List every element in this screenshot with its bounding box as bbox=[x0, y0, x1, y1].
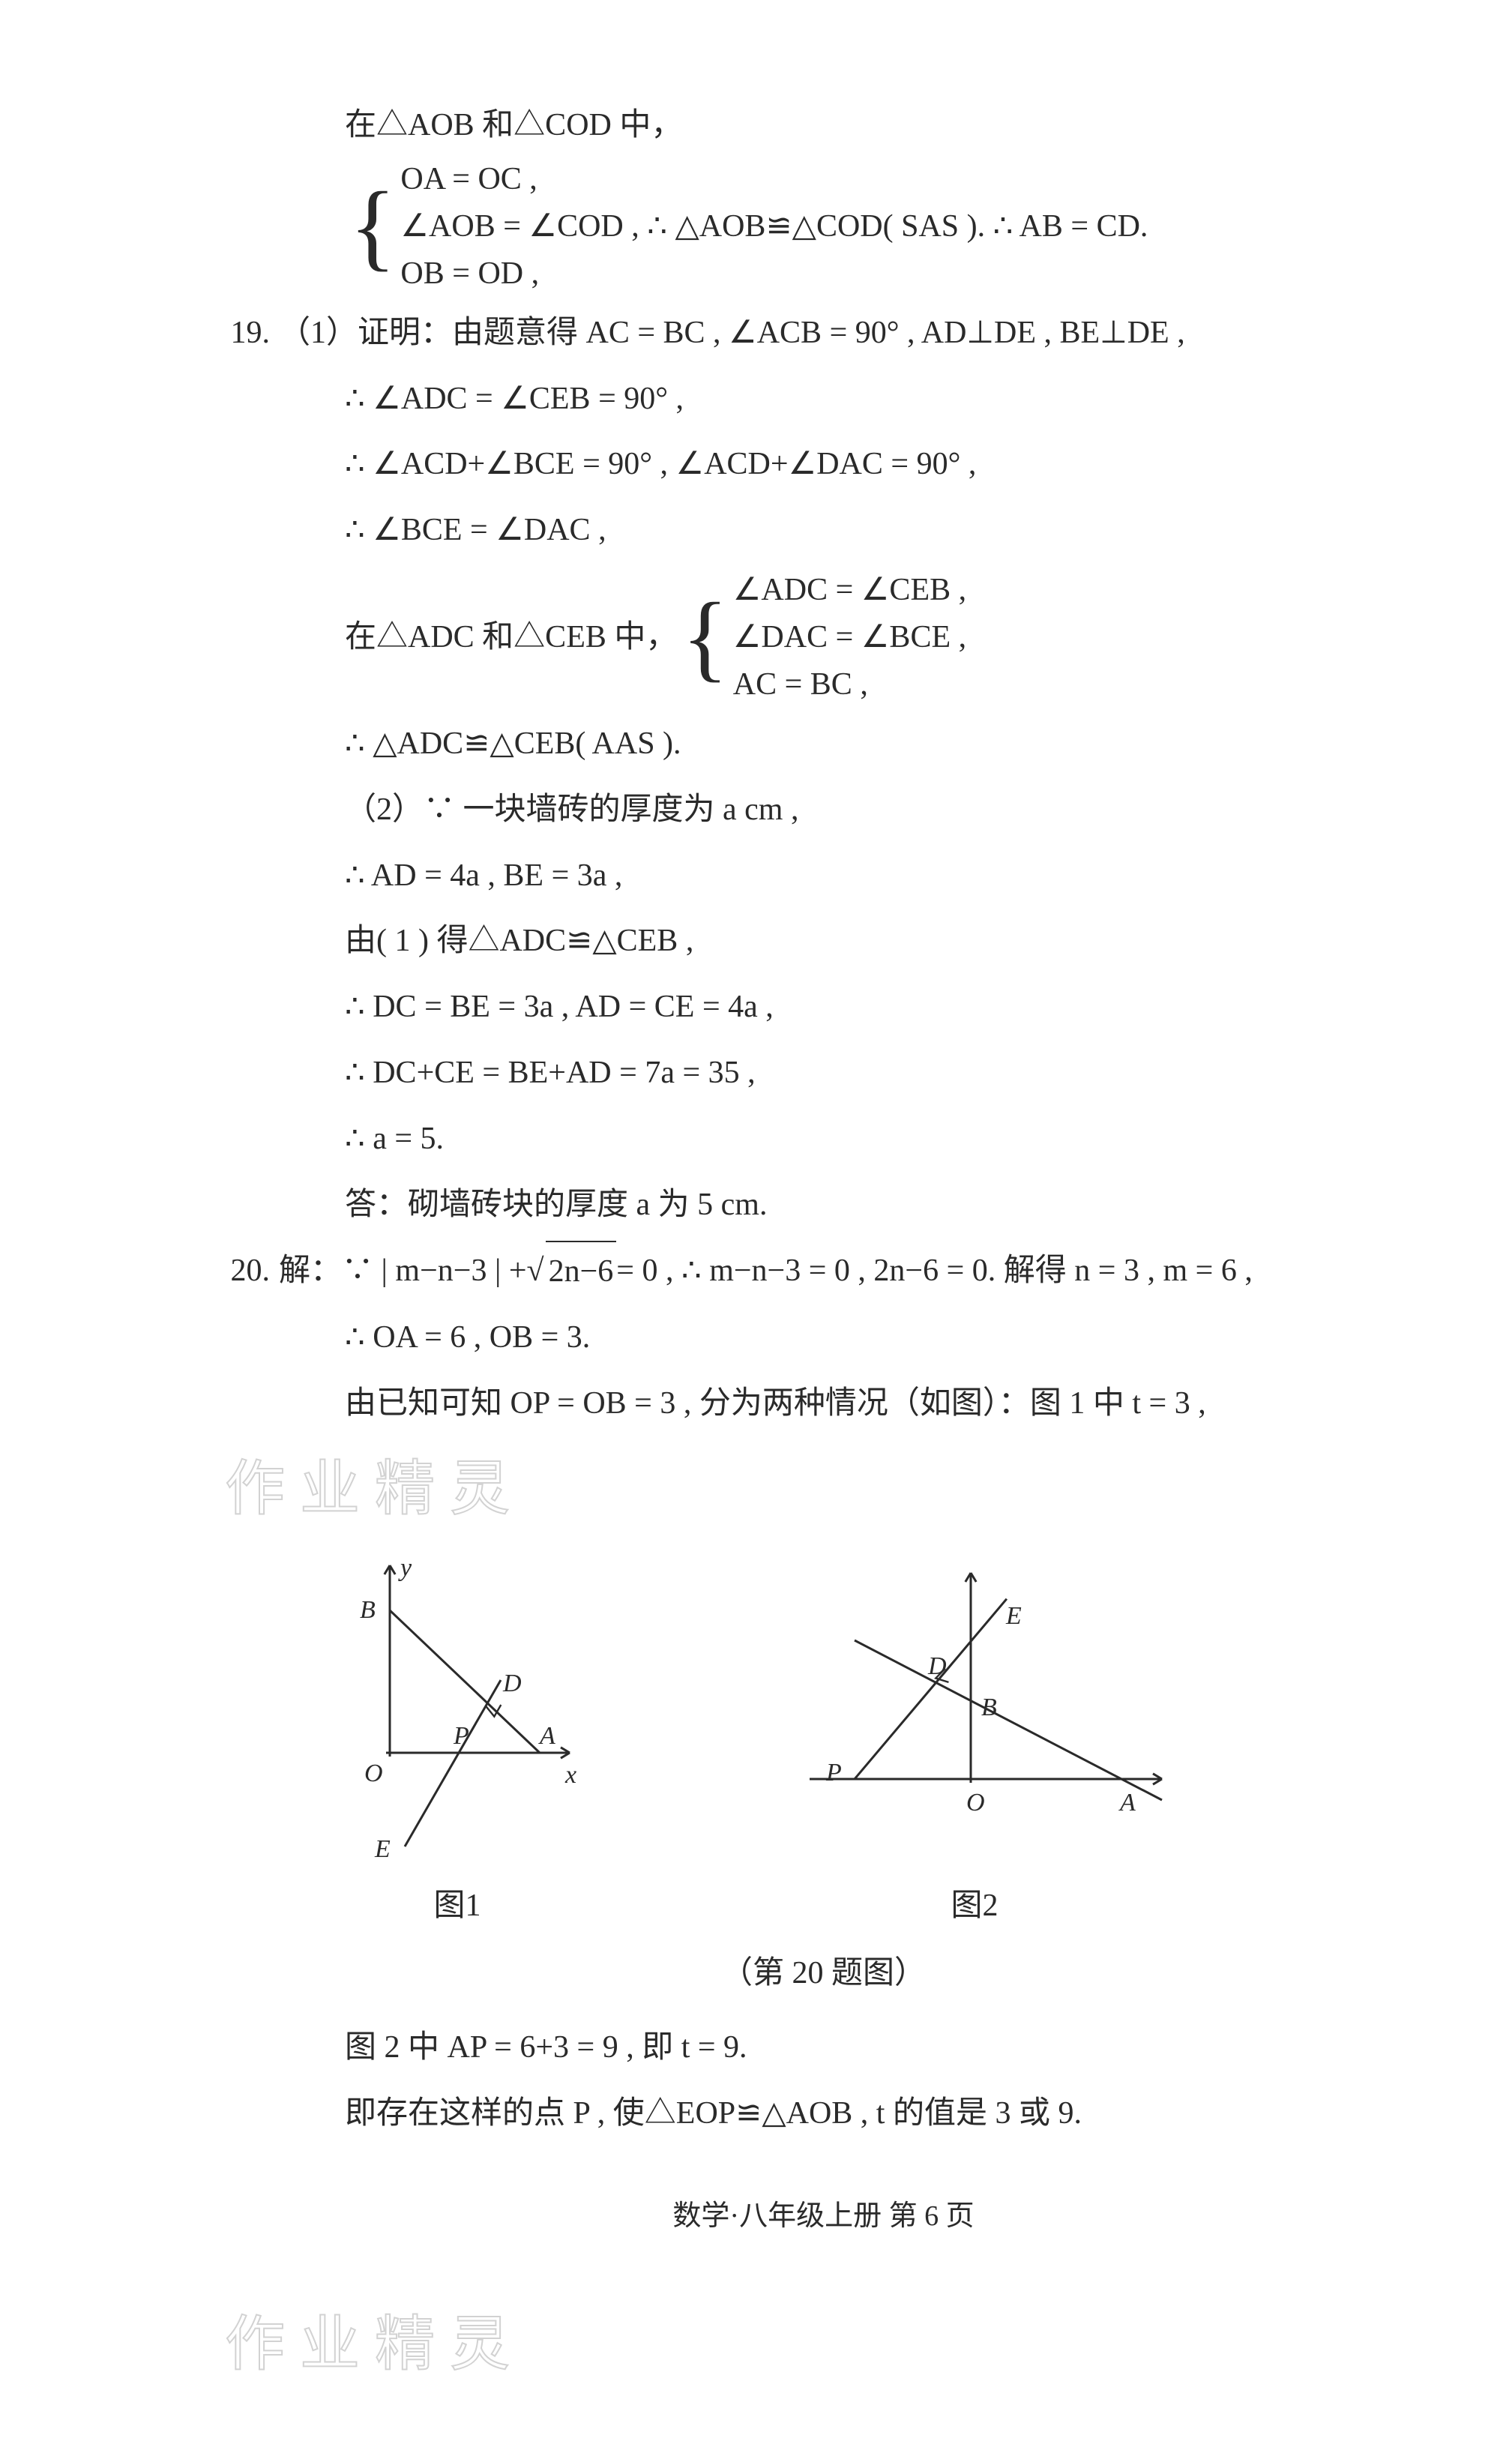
p20-number: 20. bbox=[217, 1241, 279, 1301]
p20-l5: 即存在这样的点 P , 使△EOP≌△AOB , t 的值是 3 或 9. bbox=[270, 2084, 1377, 2144]
p18-case-0: OA = OC , bbox=[400, 156, 1148, 203]
sqrt-icon: √ 2n−6 bbox=[527, 1241, 617, 1302]
svg-text:O: O bbox=[966, 1789, 985, 1817]
watermark-2: 作业精灵 bbox=[225, 2288, 1377, 2402]
figure-1-wrap: Ox yB A P D E 图1 bbox=[300, 1547, 615, 1936]
figure-2-wrap: O A B D E P 图2 bbox=[765, 1554, 1184, 1936]
p19-number: 19. bbox=[217, 304, 279, 364]
svg-text:x: x bbox=[564, 1761, 576, 1789]
svg-text:B: B bbox=[981, 1694, 997, 1721]
p18-prefix: 在△AOB 和△COD 中， bbox=[345, 96, 682, 156]
p19-case-2: AC = BC , bbox=[733, 661, 966, 708]
p19-l1: 19. （1）证明：由题意得 AC = BC , ∠ACB = 90° , AD… bbox=[270, 304, 1377, 364]
p19-case-1: ∠DAC = ∠BCE , bbox=[733, 614, 966, 661]
p18-cases: { OA = OC , ∠AOB = ∠COD , ∴ △AOB≌△COD( S… bbox=[349, 156, 1148, 298]
p20-l1b: = 0 , ∴ m−n−3 = 0 , 2n−6 = 0. 解得 n = 3 ,… bbox=[616, 1241, 1253, 1301]
p20-l4: 图 2 中 AP = 6+3 = 9 , 即 t = 9. bbox=[270, 2018, 1377, 2078]
radical-symbol: √ bbox=[527, 1241, 546, 1301]
left-brace-icon: { bbox=[349, 156, 400, 298]
page-root: 在△AOB 和△COD 中， { OA = OC , ∠AOB = ∠COD ,… bbox=[0, 0, 1512, 2462]
svg-text:E: E bbox=[374, 1835, 391, 1863]
p19-l12: ∴ a = 5. bbox=[270, 1110, 1377, 1170]
p20-l1a: 解：∵ | m−n−3 | + bbox=[279, 1241, 527, 1301]
p19-l13: 答：砌墙砖块的厚度 a 为 5 cm. bbox=[270, 1176, 1377, 1235]
svg-text:y: y bbox=[398, 1554, 412, 1582]
p19-l3: ∴ ∠ACD+∠BCE = 90° , ∠ACD+∠DAC = 90° , bbox=[270, 435, 1377, 495]
p19-l8: ∴ AD = 4a , BE = 3a , bbox=[270, 846, 1377, 906]
page-footer: 数学·八年级上册 第 6 页 bbox=[270, 2189, 1377, 2243]
fig1-caption: 图1 bbox=[433, 1876, 481, 1936]
left-brace-icon: { bbox=[681, 567, 732, 708]
p19-cases: { ∠ADC = ∠CEB , ∠DAC = ∠BCE , AC = BC , bbox=[681, 567, 966, 708]
svg-text:B: B bbox=[360, 1596, 376, 1624]
p19-l7: （2）∵ 一块墙砖的厚度为 a cm , bbox=[270, 780, 1377, 840]
p19-l9: 由( 1 ) 得△ADC≌△CEB , bbox=[270, 912, 1377, 972]
svg-text:E: E bbox=[1005, 1602, 1022, 1630]
p19-l2: ∴ ∠ADC = ∠CEB = 90° , bbox=[270, 370, 1377, 430]
p20-l1: 20. 解：∵ | m−n−3 | + √ 2n−6 = 0 , ∴ m−n−3… bbox=[270, 1241, 1377, 1302]
watermark-1: 作业精灵 bbox=[225, 1433, 1377, 1547]
svg-text:P: P bbox=[453, 1722, 469, 1750]
p19-l10: ∴ DC = BE = 3a , AD = CE = 4a , bbox=[270, 978, 1377, 1038]
p20-l2: ∴ OA = 6 , OB = 3. bbox=[270, 1308, 1377, 1368]
svg-text:D: D bbox=[927, 1652, 947, 1680]
p18-case-2: OB = OD , bbox=[400, 250, 1148, 298]
svg-text:A: A bbox=[538, 1722, 555, 1750]
p19-case-0: ∠ADC = ∠CEB , bbox=[733, 567, 966, 614]
p19-l4: ∴ ∠BCE = ∠DAC , bbox=[270, 501, 1377, 561]
p20-l3: 由已知可知 OP = OB = 3 , 分为两种情况（如图）：图 1 中 t =… bbox=[270, 1374, 1377, 1434]
svg-text:O: O bbox=[364, 1760, 383, 1787]
figure-2: O A B D E P bbox=[765, 1554, 1184, 1869]
p19-l1-text: （1）证明：由题意得 AC = BC , ∠ACB = 90° , AD⊥DE … bbox=[279, 304, 1185, 364]
svg-text:D: D bbox=[502, 1670, 522, 1697]
p18-case-1: ∠AOB = ∠COD , ∴ △AOB≌△COD( SAS ). ∴ AB =… bbox=[400, 203, 1148, 250]
figures-row: OxyBAPDE 图1 OABDEP 图2 bbox=[300, 1547, 1377, 1936]
figures-caption: （第 20 题图） bbox=[270, 1944, 1377, 2004]
p19-l11: ∴ DC+CE = BE+AD = 7a = 35 , bbox=[270, 1044, 1377, 1104]
svg-text:P: P bbox=[825, 1759, 842, 1787]
svg-text:A: A bbox=[1118, 1789, 1136, 1817]
fig2-caption: 图2 bbox=[951, 1876, 998, 1936]
p19-l5: 在△ADC 和△CEB 中， { ∠ADC = ∠CEB , ∠DAC = ∠B… bbox=[270, 567, 1377, 708]
p19-l5-prefix: 在△ADC 和△CEB 中， bbox=[345, 608, 677, 668]
p18-line: 在△AOB 和△COD 中， { OA = OC , ∠AOB = ∠COD ,… bbox=[270, 96, 1377, 298]
sqrt-arg: 2n−6 bbox=[546, 1241, 617, 1302]
p19-l6: ∴ △ADC≌△CEB( AAS ). bbox=[270, 714, 1377, 774]
figure-1: Ox yB A P D E bbox=[300, 1547, 615, 1869]
